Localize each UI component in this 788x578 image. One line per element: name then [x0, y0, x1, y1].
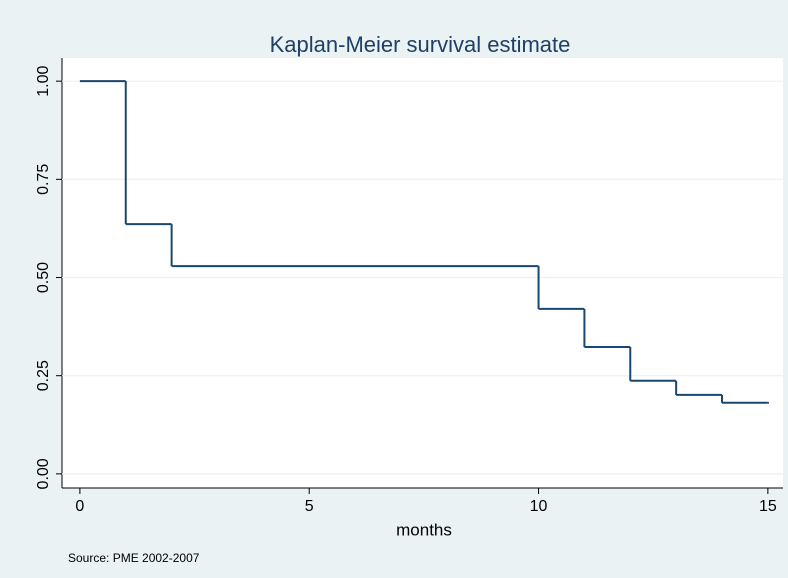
- y-tick-label: 1.00: [35, 65, 52, 96]
- x-tick-label: 0: [75, 498, 84, 515]
- y-tick-label: 0.25: [35, 360, 52, 391]
- y-tick-label: 0.50: [35, 262, 52, 293]
- y-tick-label: 0.75: [35, 164, 52, 195]
- x-tick-label: 15: [759, 498, 777, 515]
- x-tick-label: 5: [305, 498, 314, 515]
- x-tick-label: 10: [530, 498, 548, 515]
- chart-title: Kaplan-Meier survival estimate: [270, 32, 571, 57]
- x-axis-label: months: [396, 520, 452, 539]
- y-tick-label: 0.00: [35, 458, 52, 489]
- source-note: Source: PME 2002-2007: [68, 551, 200, 565]
- plot-area: [62, 58, 783, 488]
